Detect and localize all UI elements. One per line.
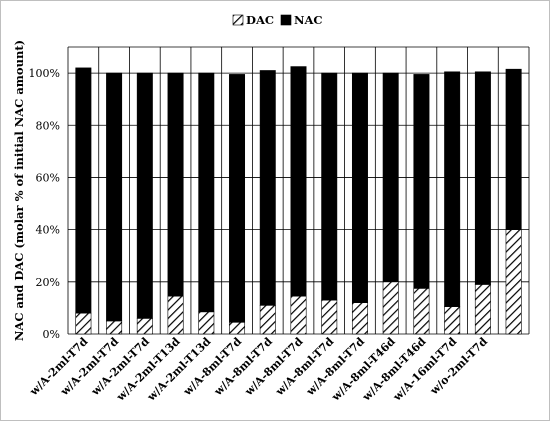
- bar-dac: [198, 311, 215, 335]
- bar-nac: [290, 66, 307, 297]
- bar-dac: [351, 302, 368, 335]
- bar-dac: [382, 281, 399, 335]
- bar-nac: [136, 72, 153, 319]
- bar-dac: [167, 295, 184, 335]
- y-tick-label: 100%: [29, 67, 60, 80]
- bar-nac: [167, 72, 184, 297]
- legend-swatch-nac: [280, 14, 292, 26]
- bar-nac: [75, 67, 92, 314]
- bar-nac: [382, 72, 399, 283]
- bar-dac: [474, 284, 491, 335]
- bar-nac: [321, 72, 338, 301]
- bar-nac: [474, 71, 491, 285]
- bar-dac: [505, 229, 522, 335]
- legend-label-nac: NAC: [294, 13, 323, 27]
- bar-nac: [351, 72, 368, 303]
- bar-nac: [106, 72, 123, 322]
- bars: [75, 66, 522, 335]
- bar-dac: [444, 306, 461, 335]
- y-axis-title: NAC and DAC (molar % of initial NAC amou…: [12, 40, 26, 341]
- bar-dac: [75, 312, 92, 335]
- legend-label-dac: DAC: [246, 13, 274, 27]
- y-tick-label: 40%: [36, 224, 60, 237]
- bar-dac: [321, 299, 338, 335]
- bar-dac: [106, 320, 123, 335]
- y-tick-label: 80%: [36, 119, 60, 132]
- legend: DAC NAC: [232, 13, 323, 27]
- bar-nac: [505, 68, 522, 230]
- bar-dac: [229, 321, 246, 335]
- y-tick-label: 0%: [43, 328, 60, 341]
- bar-nac: [229, 74, 246, 323]
- bar-dac: [259, 304, 276, 335]
- bar-dac: [136, 318, 153, 335]
- y-tick-label: 20%: [36, 276, 60, 289]
- bar-dac: [413, 288, 430, 335]
- bar-nac: [413, 74, 430, 289]
- y-tick-label: 60%: [36, 171, 60, 184]
- bar-nac: [444, 71, 461, 307]
- legend-swatch-dac: [232, 14, 244, 26]
- bar-nac: [198, 72, 215, 313]
- bar-dac: [290, 295, 307, 335]
- bar-nac: [259, 70, 276, 306]
